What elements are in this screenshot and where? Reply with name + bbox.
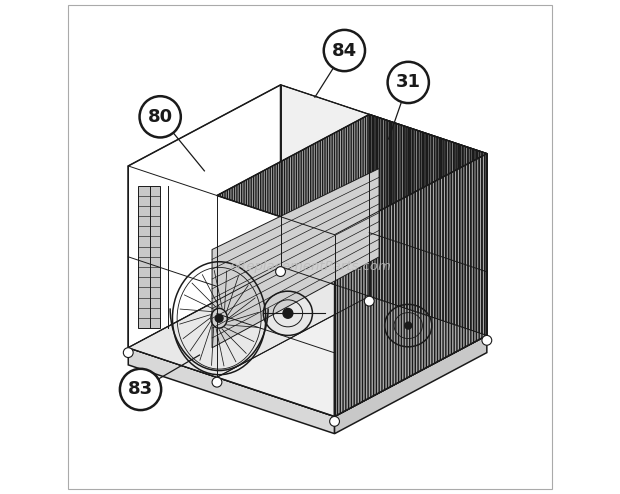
Circle shape xyxy=(276,267,285,277)
Polygon shape xyxy=(128,267,487,416)
Polygon shape xyxy=(128,85,280,348)
Polygon shape xyxy=(280,85,370,296)
Polygon shape xyxy=(212,168,379,348)
Polygon shape xyxy=(335,335,487,434)
Circle shape xyxy=(324,30,365,71)
Polygon shape xyxy=(335,154,487,416)
Circle shape xyxy=(365,296,374,306)
Circle shape xyxy=(330,416,340,426)
Polygon shape xyxy=(335,154,487,416)
Circle shape xyxy=(482,335,492,345)
Circle shape xyxy=(140,96,181,137)
Polygon shape xyxy=(217,196,335,416)
Polygon shape xyxy=(128,348,335,434)
Circle shape xyxy=(283,308,293,318)
Polygon shape xyxy=(138,186,160,328)
Circle shape xyxy=(123,348,133,358)
Text: 84: 84 xyxy=(332,41,357,59)
Polygon shape xyxy=(128,267,370,377)
Polygon shape xyxy=(217,115,487,235)
Circle shape xyxy=(212,377,222,387)
Text: eReplacementParts.com: eReplacementParts.com xyxy=(229,260,391,273)
Text: 83: 83 xyxy=(128,380,153,399)
Circle shape xyxy=(120,369,161,410)
Circle shape xyxy=(405,322,412,329)
Circle shape xyxy=(215,314,223,322)
Polygon shape xyxy=(280,85,487,335)
Polygon shape xyxy=(370,115,487,335)
Text: 31: 31 xyxy=(396,74,421,91)
Polygon shape xyxy=(128,166,217,377)
Circle shape xyxy=(388,62,429,103)
Text: 80: 80 xyxy=(148,108,173,126)
